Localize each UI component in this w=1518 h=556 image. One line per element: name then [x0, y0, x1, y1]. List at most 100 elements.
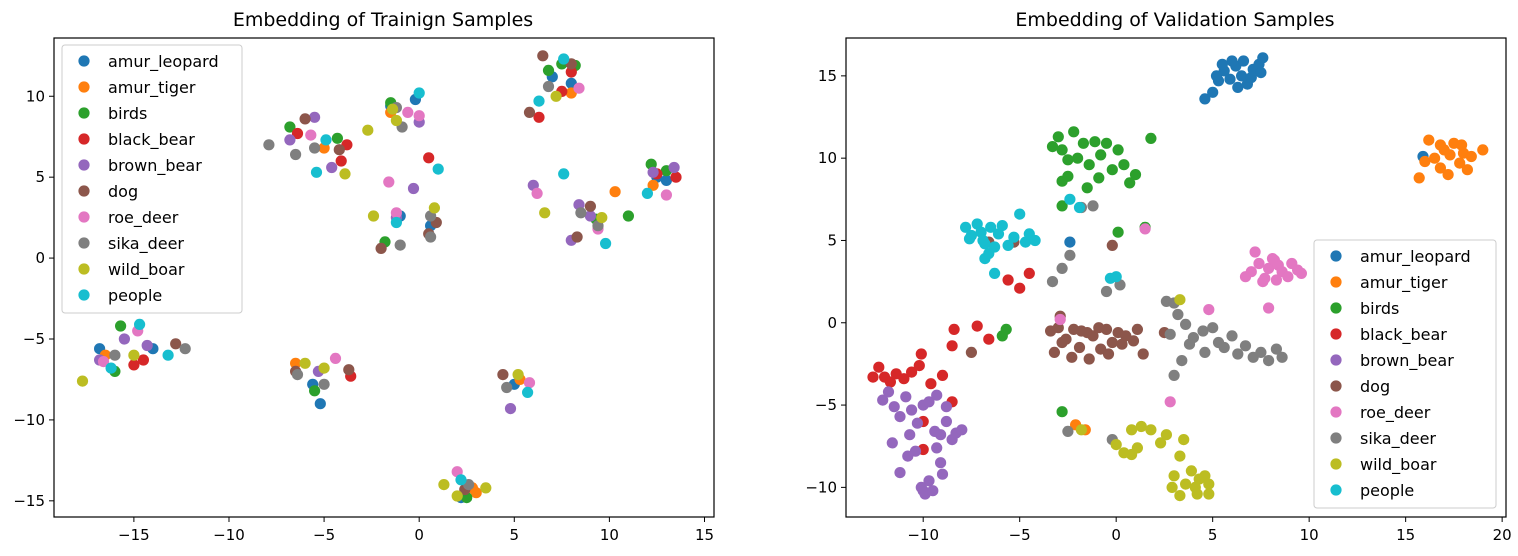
point-sika-deer — [1255, 346, 1267, 358]
point-dog — [333, 144, 345, 156]
point-sika-deer — [290, 148, 302, 161]
point-black-bear — [1023, 267, 1035, 279]
point-wild-boar — [1160, 429, 1172, 441]
point-amur-tiger — [290, 357, 302, 369]
legend-marker-birds — [1330, 302, 1342, 314]
point-amur-tiger — [1461, 164, 1473, 176]
point-wild-boar — [1203, 478, 1215, 490]
point-amur-tiger — [470, 487, 482, 499]
point-amur-leopard — [1232, 81, 1244, 93]
validation-embedding-chart: Embedding of Validation Samples −10 −5 0 5 1… — [805, 9, 1511, 544]
point-birds — [1052, 131, 1064, 143]
point-birds — [284, 121, 296, 133]
legend-label: black_bear — [1360, 325, 1447, 345]
point-black-bear — [898, 373, 910, 385]
point-sika-deer — [425, 231, 437, 243]
legend-label: wild_boar — [108, 260, 185, 280]
point-birds — [115, 320, 127, 332]
legend-label: dog — [1360, 377, 1390, 396]
point-sika-deer — [318, 378, 330, 390]
point-amur-leopard — [1224, 73, 1236, 85]
point-amur-tiger — [1434, 162, 1446, 174]
legend-marker-black-bear — [1330, 328, 1342, 340]
x-tick-label: 15 — [695, 526, 714, 544]
point-roe-deer — [1257, 276, 1269, 288]
legend-label: birds — [108, 104, 147, 123]
point-roe-deer — [1249, 246, 1261, 258]
point-dog — [537, 50, 549, 62]
x-tick-label: 0 — [1111, 526, 1121, 544]
point-dog — [584, 200, 597, 212]
point-people — [985, 221, 997, 233]
point-brown-bear — [904, 429, 916, 441]
point-wild-boar — [367, 210, 380, 222]
point-birds — [1046, 141, 1059, 153]
y-tick-label: −5 — [23, 330, 45, 348]
point-amur-leopard — [1210, 70, 1223, 82]
point-sika-deer — [1276, 351, 1288, 363]
point-amur-leopard — [1064, 236, 1076, 248]
legend-marker-amur-leopard — [1330, 250, 1342, 262]
point-sika-deer — [1064, 249, 1076, 261]
legend-box — [1313, 239, 1497, 509]
point-brown-bear — [877, 394, 889, 406]
point-sika-deer — [1183, 338, 1196, 350]
legend-marker-birds — [78, 107, 90, 119]
point-black-bear — [906, 366, 918, 378]
point-black-bear — [565, 66, 577, 78]
point-people — [558, 168, 570, 180]
point-sika-deer — [1164, 328, 1176, 340]
point-wild-boar — [550, 90, 562, 102]
point-birds — [1056, 200, 1068, 212]
x-tick-label: −5 — [313, 526, 335, 544]
point-birds — [309, 385, 321, 397]
legend-label: amur_tiger — [108, 78, 196, 98]
point-sika-deer — [1263, 355, 1275, 367]
point-sika-deer — [309, 142, 321, 154]
point-dog — [523, 106, 536, 118]
point-birds — [1100, 137, 1113, 149]
point-black-bear — [983, 333, 995, 345]
point-roe-deer — [660, 189, 673, 201]
point-brown-bear — [894, 467, 906, 479]
x-tick-label: 10 — [600, 526, 619, 544]
point-black-bear — [867, 371, 879, 383]
point-dog — [1116, 338, 1128, 350]
point-birds — [1068, 126, 1080, 138]
point-sika-deer — [394, 239, 406, 251]
legend-label: dog — [108, 182, 138, 201]
point-brown-bear — [407, 182, 420, 195]
point-wild-boar — [596, 212, 608, 224]
point-brown-bear — [915, 481, 927, 493]
point-wild-boar — [1174, 450, 1186, 462]
point-amur-tiger — [1429, 152, 1441, 164]
point-black-bear — [335, 155, 347, 167]
axis-ticks: −10 −5 0 5 10 15 20 −10 −5 0 5 10 15 — [805, 67, 1511, 544]
point-dog — [1106, 239, 1118, 251]
point-brown-bear — [927, 485, 939, 497]
point-wild-boar — [1180, 478, 1192, 490]
point-roe-deer — [573, 82, 585, 94]
point-amur-leopard — [1199, 93, 1211, 105]
point-dog — [965, 346, 978, 358]
legend-label: amur_leopard — [1360, 247, 1471, 267]
legend-marker-wild-boar — [78, 263, 90, 275]
point-roe-deer — [1266, 253, 1279, 265]
point-brown-bear — [940, 415, 953, 428]
legend-marker-brown-bear — [78, 159, 90, 171]
legend-label: brown_bear — [1360, 351, 1454, 371]
point-roe-deer — [531, 187, 543, 199]
legend-marker-roe-deer — [1330, 406, 1342, 418]
x-tick-label: 5 — [510, 526, 520, 544]
point-black-bear — [948, 323, 960, 335]
legend-label: roe_deer — [108, 208, 179, 228]
point-people — [558, 53, 570, 65]
point-roe-deer — [1295, 267, 1307, 279]
point-black-bear — [128, 359, 140, 371]
point-roe-deer — [1203, 304, 1215, 316]
point-wild-boar — [539, 207, 551, 219]
point-brown-bear — [923, 475, 935, 487]
legend-label: roe_deer — [1360, 403, 1431, 423]
